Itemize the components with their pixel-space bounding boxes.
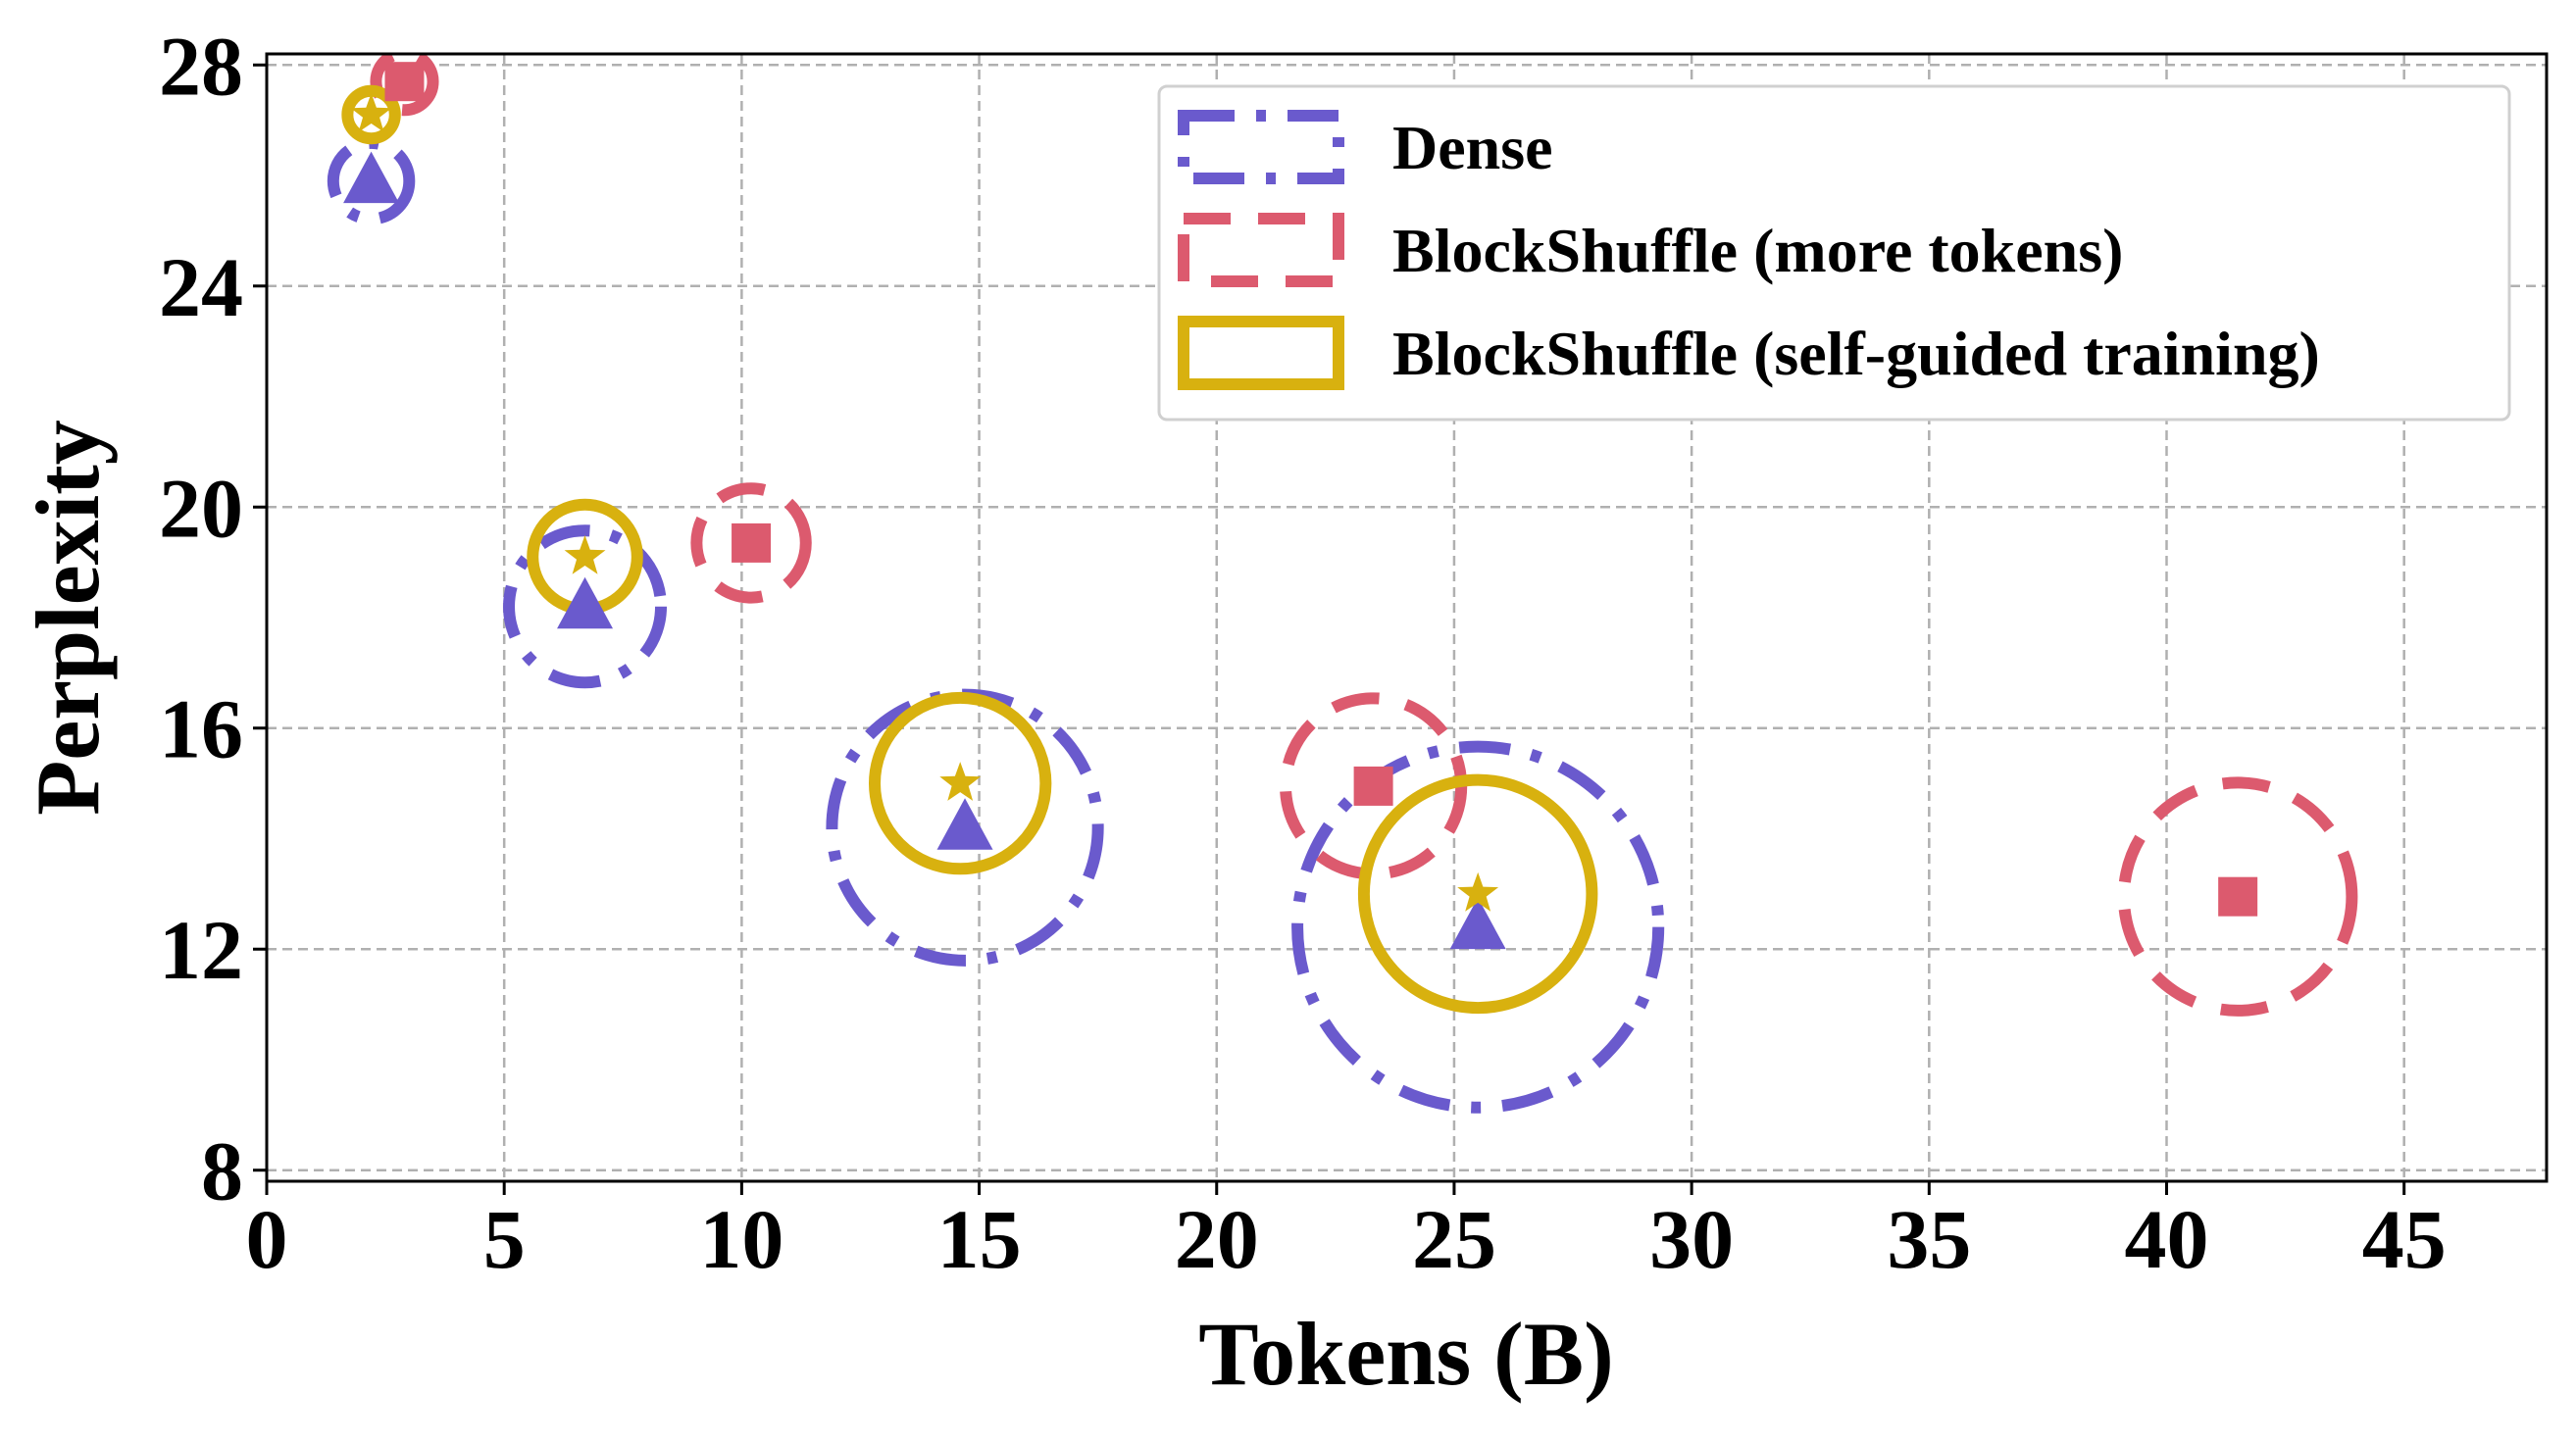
legend: Dense BlockShuffle (more tokens) BlockShuf… [1157, 84, 2511, 422]
square-marker [384, 62, 425, 102]
x-tick-label: 5 [483, 1192, 526, 1286]
bubble-circle [869, 691, 1052, 875]
y-tick-label: 16 [159, 682, 243, 776]
x-tick-label: 45 [2362, 1192, 2447, 1286]
bubble-circle [370, 54, 439, 117]
legend-swatch [1178, 213, 1344, 287]
x-tick-label: 25 [1412, 1192, 1496, 1286]
legend-frame [1157, 84, 2511, 422]
x-tick-label: 35 [1887, 1192, 1971, 1286]
y-tick-label: 20 [159, 461, 243, 555]
star-marker [564, 535, 606, 574]
y-axis-label: Perplexity [18, 420, 118, 816]
x-tick-label: 15 [937, 1192, 1022, 1286]
legend-swatch [1178, 316, 1344, 390]
plot-frame [265, 52, 2549, 1183]
bubble-circle [503, 524, 668, 689]
bubble-circles [327, 54, 2358, 1114]
bubble-circle [341, 84, 401, 145]
triangle-marker [557, 576, 614, 629]
star-marker [939, 762, 982, 801]
axis-ticks: 0 5 10 15 20 25 30 35 40 45 8 12 16 20 24 28 [159, 19, 2447, 1286]
y-tick-label: 8 [201, 1124, 243, 1218]
triangle-marker [343, 151, 400, 204]
x-tick-label: 20 [1175, 1192, 1259, 1286]
legend-label: Dense [1392, 113, 1553, 182]
bubble-circle [1357, 773, 1598, 1015]
legend-label: BlockShuffle (more tokens) [1392, 216, 2123, 285]
legend-swatch [1178, 110, 1344, 184]
y-tick-label: 12 [159, 903, 243, 997]
bubble-circle [690, 482, 812, 604]
bubble-circle [1291, 740, 1665, 1114]
y-tick-label: 28 [159, 19, 243, 113]
square-marker [732, 522, 772, 563]
legend-label: BlockShuffle (self-guided training) [1392, 319, 2320, 388]
y-tick-label: 24 [159, 240, 243, 334]
star-marker [350, 93, 392, 132]
square-marker [2218, 876, 2258, 917]
x-tick-label: 40 [2125, 1192, 2209, 1286]
star-marker [1457, 871, 1499, 912]
x-axis-label: Tokens (B) [1198, 1304, 1614, 1404]
triangle-marker [1449, 897, 1506, 950]
x-tick-label: 0 [246, 1192, 288, 1286]
square-marker [1353, 766, 1393, 806]
bubble-circle [2117, 776, 2358, 1017]
data-markers [343, 62, 2258, 950]
x-tick-label: 30 [1649, 1192, 1734, 1286]
triangle-marker [936, 798, 993, 850]
x-tick-label: 10 [699, 1192, 783, 1286]
